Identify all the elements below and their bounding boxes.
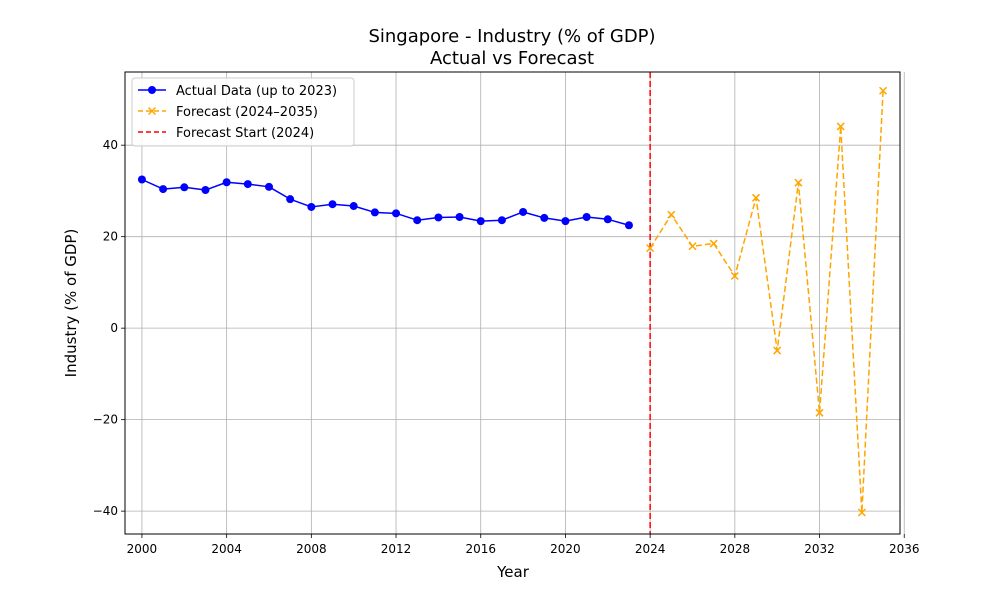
actual-data-point bbox=[413, 216, 422, 225]
y-axis: −40 −20 0 20 40 bbox=[93, 138, 125, 518]
legend-box bbox=[131, 77, 355, 147]
forecast-data-point bbox=[709, 239, 718, 248]
actual-data-point bbox=[497, 216, 506, 225]
x-tick-label: 2000 bbox=[127, 542, 158, 556]
x-axis: 2000 2004 2008 2012 2016 2020 2024 2028 2032 2036 bbox=[127, 534, 920, 556]
actual-data-point bbox=[561, 217, 570, 226]
x-tick-label: 2016 bbox=[465, 542, 496, 556]
forecast-data-point bbox=[751, 193, 761, 202]
x-tick-label: 2004 bbox=[211, 542, 242, 556]
actual-data-point bbox=[370, 208, 379, 217]
actual-data-point bbox=[243, 180, 252, 189]
forecast-data-point bbox=[688, 242, 697, 251]
y-tick-label: 20 bbox=[103, 230, 118, 244]
y-axis-title: Industry (% of GDP) bbox=[62, 229, 80, 378]
x-tick-label: 2032 bbox=[804, 542, 835, 556]
x-tick-label: 2036 bbox=[889, 542, 920, 556]
actual-data-point bbox=[349, 202, 358, 211]
forecast-data-point bbox=[815, 408, 824, 417]
y-tick-label: 0 bbox=[110, 321, 118, 335]
actual-data-point bbox=[476, 217, 485, 226]
y-tick-label: −40 bbox=[93, 504, 118, 518]
actual-data-point bbox=[307, 202, 316, 211]
x-tick-label: 2024 bbox=[635, 542, 666, 556]
actual-data-point bbox=[222, 178, 231, 187]
actual-data-point bbox=[540, 213, 549, 222]
actual-data-point bbox=[455, 213, 464, 222]
legend-forecast-start-label: Forecast Start (2024) bbox=[176, 126, 314, 141]
legend: Actual Data (up to 2023) Forecast (2024–… bbox=[131, 77, 355, 147]
chart-subtitle: Actual vs Forecast bbox=[430, 48, 594, 69]
actual-data-point bbox=[201, 186, 210, 195]
forecast-data-point bbox=[794, 178, 803, 187]
forecast-data-point bbox=[730, 271, 739, 281]
actual-data-point bbox=[328, 200, 337, 209]
legend-actual-label: Actual Data (up to 2023) bbox=[176, 84, 337, 99]
y-tick-label: −20 bbox=[93, 413, 118, 427]
actual-data-point bbox=[286, 195, 295, 204]
actual-data-point bbox=[137, 175, 146, 184]
actual-data-point bbox=[519, 207, 528, 216]
x-axis-title: Year bbox=[496, 563, 530, 581]
legend-actual-marker bbox=[148, 86, 156, 94]
x-tick-label: 2008 bbox=[296, 542, 327, 556]
actual-data-point bbox=[264, 182, 273, 191]
x-tick-label: 2020 bbox=[550, 542, 581, 556]
chart-title: Singapore - Industry (% of GDP) bbox=[368, 26, 655, 47]
actual-data-point bbox=[624, 221, 633, 230]
forecast-data-point bbox=[667, 210, 676, 219]
actual-data-point bbox=[159, 185, 168, 194]
legend-forecast-marker bbox=[147, 106, 157, 116]
actual-data-point bbox=[603, 215, 612, 224]
x-tick-label: 2028 bbox=[720, 542, 751, 556]
y-tick-label: 40 bbox=[103, 138, 118, 152]
x-tick-label: 2012 bbox=[381, 542, 412, 556]
actual-data-point bbox=[392, 209, 401, 218]
plot-area-frame bbox=[124, 71, 901, 535]
legend-forecast-label: Forecast (2024–2035) bbox=[176, 105, 318, 120]
forecast-data-point bbox=[773, 346, 782, 355]
actual-data-point bbox=[582, 213, 591, 222]
series-layer bbox=[137, 86, 888, 517]
forecast-data-point bbox=[836, 122, 845, 131]
grid bbox=[125, 72, 905, 534]
forecast-data-point bbox=[879, 86, 888, 95]
forecast-data-point bbox=[857, 508, 866, 517]
actual-data-point bbox=[180, 183, 189, 192]
actual-data-point bbox=[434, 213, 443, 222]
forecast-data-point bbox=[646, 244, 655, 253]
